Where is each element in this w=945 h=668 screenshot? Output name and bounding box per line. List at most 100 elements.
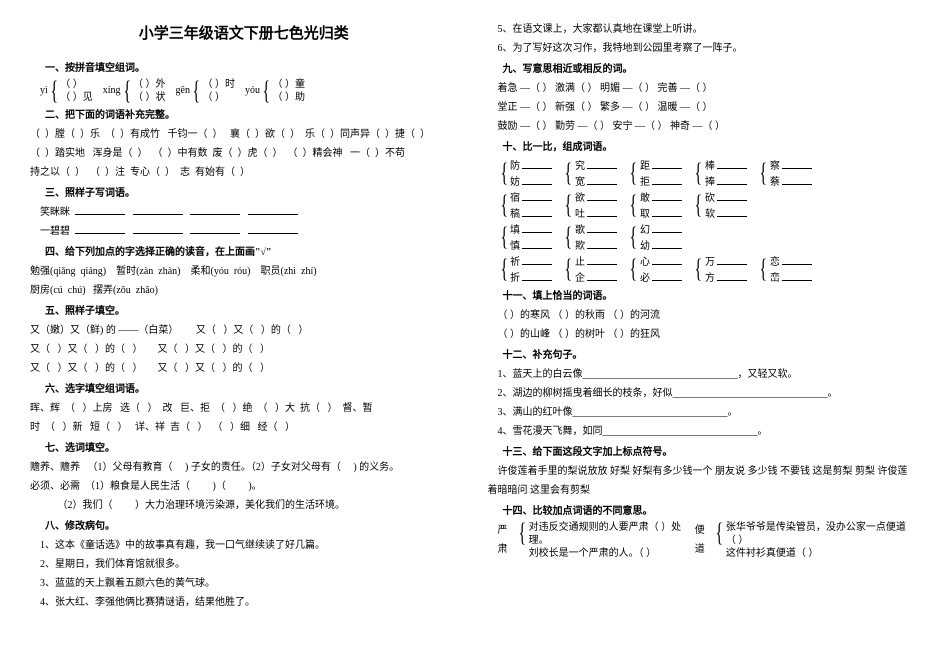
s12-line-1: 1、蓝天上的白云像_______________________________… [488,365,916,384]
s11-grid: （ ）的寒风 （ ）的秋雨 （ ）的河流（ ）的山峰 （ ）的树叶 （ ）的狂风 [488,306,916,344]
brace-icon: { [565,225,572,248]
s9-row: 堂正 —（ ） 新强（ ） 繁多 —（ ） 温暖 —（ ） [488,98,916,117]
char-bot: 峦 [770,269,813,285]
blank [133,222,183,234]
char-pair: {幻 幼 [627,221,682,253]
s2-line-3: 持之以（ ） （ ）注 专心（ ） 志 有始有（ ） [30,163,458,182]
pinyin-label: xíng [103,81,121,100]
s12-line-4: 4、雪花漫天飞舞，如同_____________________________… [488,422,916,441]
s9-row: 着急 —（ ） 激满（ ） 明媚 —（ ） 完善 —（ ） [488,79,916,98]
char-bot: 稿 [510,205,553,221]
s11-row: （ ）的寒风 （ ）的秋雨 （ ）的河流 [488,306,916,325]
s8-line-5: 5、在语文课上，大家都认真地在课堂上听讲。 [488,20,916,39]
s14-g1-b: 刘校长是一个严肃的人。（ ） [529,547,690,560]
char-pair: {棒 捧 [692,157,747,189]
char-top: 歌 [575,221,618,237]
brace-icon: { [695,257,702,280]
s3-row-1: 笑眯眯 [30,203,458,222]
char-pair: {万 方 [692,253,747,285]
s6-line-2: 时 （ ）新 短（ ） 详、祥 吉（ ） （ ）细 经（ ） [30,418,458,437]
brace-icon: { [695,161,702,184]
char-bot: 慎 [510,237,553,253]
s12-line-2: 2、湖边的柳树摇曳着细长的枝条，好似______________________… [488,384,916,403]
section-4-heading: 四、给下列加点的字选择正确的读音，在上面画"√" [30,243,458,262]
s14-g2-b: 这件衬衫真便道（ ） [726,547,915,560]
s5-line-3: 又（ ）又（ ）的（ ） 又（ ）又（ ）的（ ） [30,359,458,378]
section-9-heading: 九、写意思相近或相反的词。 [488,60,916,79]
section-7-heading: 七、选词填空。 [30,439,458,458]
char-top: 幻 [640,221,683,237]
blank-top: （ ）童 [272,78,305,91]
s9-row: 鼓励 —（ ） 勤劳 —（ ） 安宁 —（ ） 神奇 —（ ） [488,117,916,136]
left-column: 小学三年级语文下册七色光归类 一、按拼音填空组词。 yì { （ ） （ ）见 … [30,20,458,648]
brace-icon: { [500,257,507,280]
s8-line-6: 6、为了写好这次习作，我特地到公园里考察了一阵子。 [488,39,916,58]
s8-line-2: 2、星期日，我们体育馆就很多。 [30,555,458,574]
s10-grid: {防 妨 {究 宽 {距 拒 {棒 捧 {察 蔡 {宿 稿 {欲 吐 {敢 取 … [488,157,916,285]
s13-text: 许俊莲着手里的梨说放放 好梨 好梨有多少钱一个 朋友说 多少钱 不要钱 这是剪梨… [488,462,916,500]
brace-icon: { [500,225,507,248]
char-pair: {防 妨 [498,157,553,189]
section-14-heading: 十四、比较加点词语的不同意思。 [488,502,916,521]
s10-row: {防 妨 {究 宽 {距 拒 {棒 捧 {察 蔡 [498,157,916,189]
section-8-heading: 八、修改病句。 [30,517,458,536]
brace-icon: { [192,79,199,102]
section-1-pinyin-row: yì { （ ） （ ）见 xíng { （ ）外 （ ）状 gēn { （ ）… [40,78,458,104]
pinyin-label: gēn [176,81,190,100]
pinyin-group-you: yóu { （ ）童 （ ）助 [245,78,305,104]
s8-line-4: 4、张大红、李强他俩比赛猜谜语，结果他胜了。 [30,593,458,612]
pinyin-label: yóu [245,81,260,100]
section-12-heading: 十二、补充句子。 [488,346,916,365]
page-title: 小学三年级语文下册七色光归类 [30,20,458,49]
char-top: 宿 [510,189,553,205]
right-column: 5、在语文课上，大家都认真地在课堂上听讲。 6、为了写好这次习作，我特地到公园里… [488,20,916,648]
char-top: 止 [575,253,618,269]
char-bot: 幼 [640,237,683,253]
example-word: 一碧碧 [40,226,70,237]
brace-icon: { [630,225,637,248]
blank [190,203,240,215]
char-bot: 企 [575,269,618,285]
char-bot: 取 [640,205,683,221]
char-top: 棒 [705,157,748,173]
s9-grid: 着急 —（ ） 激满（ ） 明媚 —（ ） 完善 —（ ）堂正 —（ ） 新强（… [488,79,916,136]
brace-icon: { [630,257,637,280]
blank-bot: （ ） [202,91,235,104]
brace-icon: { [123,79,130,102]
s12-line-3: 3、满山的红叶像_______________________________。 [488,403,916,422]
s14-label-2: 便道 [695,521,714,559]
section-2-heading: 二、把下面的词语补充完整。 [30,106,458,125]
s14-group-1: 严肃 { 对违反交通规则的人要严肃（ ）处理。 刘校长是一个严肃的人。（ ） 便… [498,521,916,560]
char-top: 万 [705,253,748,269]
s7-line-3: （2）我们（ ）大力治理环境污染源，美化我们的生活环境。 [30,496,458,515]
s14-g2-a: 张华爷爷是传染管员，没办公家一点便道（ ） [726,521,915,547]
brace-icon: { [760,161,767,184]
char-bot: 折 [510,269,553,285]
char-top: 恋 [770,253,813,269]
char-bot: 妨 [510,173,553,189]
brace-icon: { [565,257,572,280]
blank [248,203,298,215]
blank-bot: （ ）见 [60,91,93,104]
char-bot: 欺 [575,237,618,253]
blank-top: （ ） [60,78,93,91]
brace-icon: { [760,257,767,280]
char-pair: {距 拒 [627,157,682,189]
pinyin-group-gen: gēn { （ ）时 （ ） [176,78,235,104]
blank-bot: （ ）状 [133,91,166,104]
char-bot: 拒 [640,173,683,189]
s10-row: {填 慎 {歌 欺 {幻 幼 [498,221,916,253]
s10-row: {祈 折 {止 企 {心 必 {万 方 {恋 峦 [498,253,916,285]
char-top: 心 [640,253,683,269]
s7-line-1: 赡养、赡养 （1）父母有教育（ ) 子女的责任。（2）子女对父母有（ ) 的义务… [30,458,458,477]
char-pair: {究 宽 [562,157,617,189]
brace-icon: { [695,193,702,216]
pinyin-group-xing: xíng { （ ）外 （ ）状 [103,78,166,104]
brace-icon: { [565,193,572,216]
blank [248,222,298,234]
blank [190,222,240,234]
char-top: 砍 [705,189,748,205]
char-bot: 蔡 [770,173,813,189]
s8-line-3: 3、蓝蓝的天上飘着五颜六色的黄气球。 [30,574,458,593]
section-3-heading: 三、照样子写词语。 [30,184,458,203]
